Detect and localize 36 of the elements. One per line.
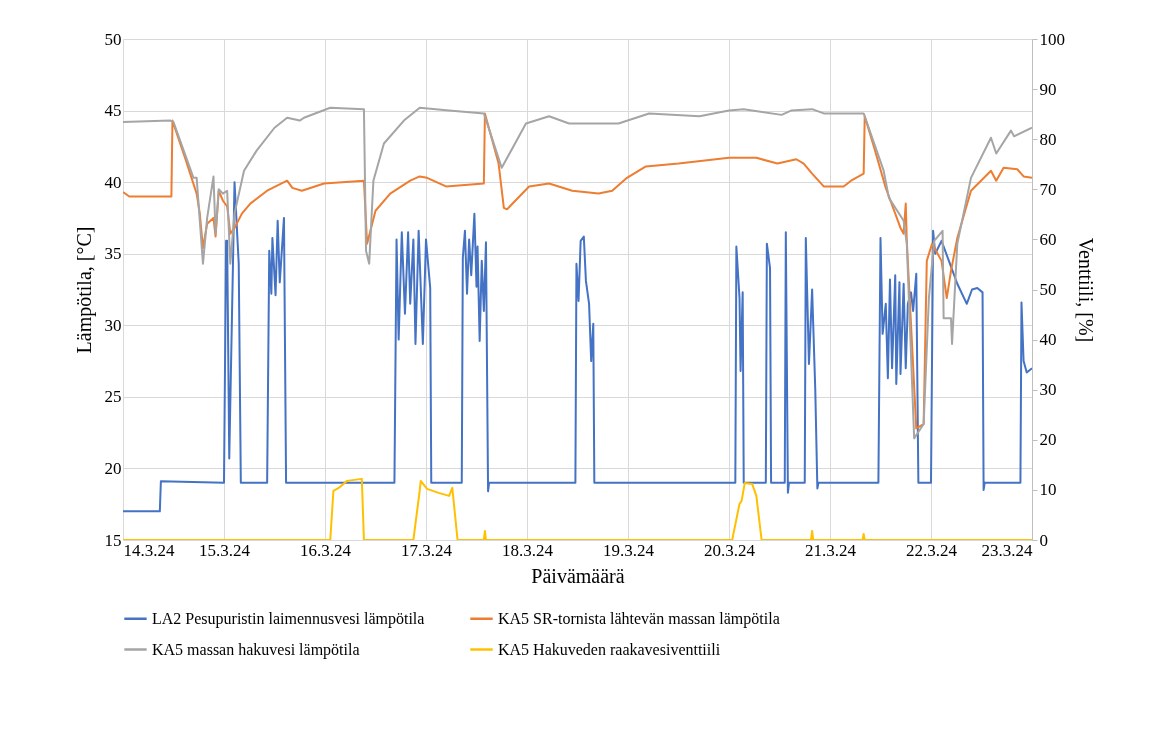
y2-tick-label: 100 <box>1039 29 1065 49</box>
y-tick-label: 25 <box>104 387 122 407</box>
x-tick-label: 14.3.24 <box>123 540 175 560</box>
y-tick-label: 20 <box>104 458 122 478</box>
x-tick-label: 15.3.24 <box>199 540 251 560</box>
y2-tick-label: 70 <box>1039 179 1057 199</box>
x-tick-label: 20.3.24 <box>704 540 756 560</box>
legend-label: KA5 SR-tornista lähtevän massan lämpötila <box>498 609 780 628</box>
y2-tick-label: 20 <box>1039 430 1057 450</box>
x-tick-label: 18.3.24 <box>502 540 554 560</box>
y-tick-label: 45 <box>104 101 122 121</box>
y-tick-label: 40 <box>104 172 122 192</box>
y2-tick-label: 50 <box>1039 280 1057 299</box>
y2-tick-label: 40 <box>1039 330 1057 350</box>
x-tick-label: 22.3.24 <box>906 540 958 560</box>
legend-label: KA5 Hakuveden raakavesiventtiili <box>498 640 721 658</box>
y-tick-label: 15 <box>104 530 122 550</box>
y2-tick-label: 10 <box>1039 480 1057 500</box>
y-tick-label: 50 <box>104 29 122 49</box>
y2-tick-label: 80 <box>1039 129 1057 149</box>
y2-tick-label: 60 <box>1039 229 1057 249</box>
y-tick-label: 30 <box>104 315 122 335</box>
y2-tick-label: 90 <box>1039 79 1057 99</box>
x-tick-label: 23.3.24 <box>981 540 1033 560</box>
x-tick-label: 17.3.24 <box>401 540 453 560</box>
x-axis-title: Päivämäärä <box>531 564 625 587</box>
x-tick-label: 16.3.24 <box>300 540 352 560</box>
y2-tick-label: 30 <box>1039 380 1057 400</box>
legend-label: LA2 Pesupuristin laimennusvesi lämpötila <box>152 609 425 628</box>
y-tick-label: 35 <box>104 244 122 264</box>
y2-axis-title: Venttiili, [%] <box>1075 237 1097 343</box>
y-axis-title: Lämpötila, [°C] <box>72 226 96 354</box>
x-tick-label: 21.3.24 <box>805 540 857 560</box>
x-tick-label: 19.3.24 <box>603 540 655 560</box>
y2-tick-label: 0 <box>1039 530 1048 550</box>
legend-label: KA5 massan hakuvesi lämpötila <box>152 640 360 659</box>
